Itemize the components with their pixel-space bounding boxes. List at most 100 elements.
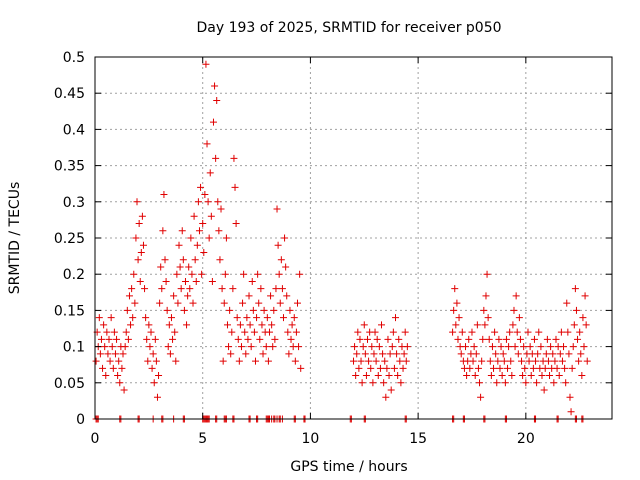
data-point [376, 364, 384, 372]
data-point [135, 220, 143, 228]
data-point [513, 328, 521, 336]
data-point [247, 343, 255, 351]
data-point [368, 343, 376, 351]
data-point [565, 350, 573, 358]
data-point [580, 343, 588, 351]
data-point [516, 335, 524, 343]
data-point [496, 364, 504, 372]
data-point [219, 357, 227, 365]
data-point [248, 277, 256, 285]
y-tick-label: 0.5 [63, 50, 85, 66]
data-point [234, 335, 242, 343]
data-point [133, 198, 141, 206]
data-point [236, 321, 244, 329]
data-point [136, 277, 144, 285]
data-point [549, 350, 557, 358]
data-point [251, 357, 259, 365]
data-point [529, 364, 537, 372]
data-point [293, 299, 301, 307]
data-point [141, 285, 149, 293]
y-tick-label: 0.35 [54, 159, 85, 175]
data-point [198, 270, 206, 278]
data-point [473, 321, 481, 329]
data-point [386, 350, 394, 358]
data-point [120, 386, 128, 394]
data-point [495, 335, 503, 343]
data-point [226, 306, 234, 314]
data-point [202, 60, 210, 68]
data-point [526, 343, 534, 351]
data-point [161, 256, 169, 264]
data-point [278, 285, 286, 293]
data-point [399, 364, 407, 372]
data-point [263, 314, 271, 322]
data-point [479, 335, 487, 343]
data-point [552, 335, 560, 343]
data-point [218, 285, 226, 293]
data-point [157, 263, 165, 271]
data-point [556, 350, 564, 358]
data-point [390, 364, 398, 372]
data-point [259, 350, 267, 358]
data-point [113, 335, 121, 343]
data-point [156, 299, 164, 307]
data-point [519, 372, 527, 380]
data-point [491, 328, 499, 336]
data-point [487, 372, 495, 380]
data-point [292, 328, 300, 336]
data-point [184, 292, 192, 300]
data-point [356, 335, 364, 343]
data-point [490, 364, 498, 372]
data-point [538, 372, 546, 380]
data-point [287, 335, 295, 343]
y-tick-label: 0.4 [63, 122, 85, 138]
data-point [375, 343, 383, 351]
x-tick-label: 0 [91, 431, 100, 447]
data-point [378, 321, 386, 329]
data-point [149, 350, 157, 358]
data-point [258, 321, 266, 329]
y-tick-label: 0.05 [54, 376, 85, 392]
data-point [283, 292, 291, 300]
data-point [486, 357, 494, 365]
data-point [455, 314, 463, 322]
data-point [143, 335, 151, 343]
data-point [501, 379, 509, 387]
data-point [480, 306, 488, 314]
data-point [533, 379, 541, 387]
data-point [384, 335, 392, 343]
data-point [555, 372, 563, 380]
data-point [256, 335, 264, 343]
data-point [371, 328, 379, 336]
data-point [286, 306, 294, 314]
data-point [144, 357, 152, 365]
data-point [367, 364, 375, 372]
data-point [381, 357, 389, 365]
data-point [172, 357, 180, 365]
data-point [558, 357, 566, 365]
data-point [535, 328, 543, 336]
data-point [108, 343, 116, 351]
data-point [272, 285, 280, 293]
data-point [241, 328, 249, 336]
data-point [275, 270, 283, 278]
data-point [522, 379, 530, 387]
data-point [222, 234, 230, 242]
data-point [264, 357, 272, 365]
data-point [382, 393, 390, 401]
chart-title: Day 193 of 2025, SRMTID for receiver p05… [196, 20, 501, 36]
data-point [397, 379, 405, 387]
data-point [482, 292, 490, 300]
data-point [498, 372, 506, 380]
data-point [175, 241, 183, 249]
data-point [457, 350, 465, 358]
data-point [512, 292, 520, 300]
data-point [571, 285, 579, 293]
data-point [521, 364, 529, 372]
data-point [138, 212, 146, 220]
data-point [476, 379, 484, 387]
data-point [213, 96, 221, 104]
data-point [227, 350, 235, 358]
data-point [276, 299, 284, 307]
y-tick-label: 0.45 [54, 86, 85, 102]
